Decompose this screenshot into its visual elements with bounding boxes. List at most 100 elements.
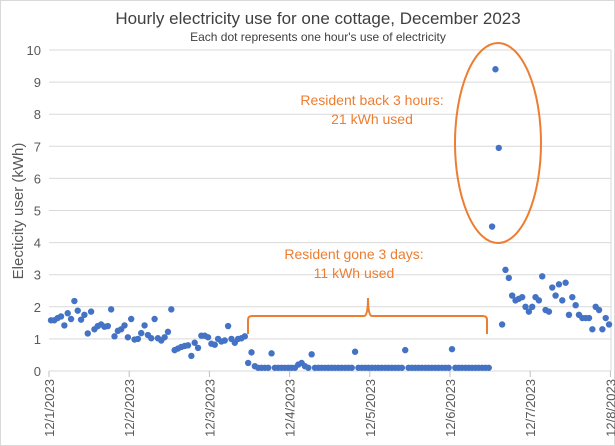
data-point — [184, 342, 192, 349]
y-tick-label: 5 — [34, 204, 41, 219]
y-tick-label: 9 — [34, 75, 41, 90]
y-tick-label: 1 — [34, 332, 41, 347]
chart-title: Hourly electricity use for one cottage, … — [115, 9, 520, 28]
data-point — [552, 292, 559, 299]
data-point — [265, 364, 272, 371]
data-point — [241, 333, 249, 340]
spike-ellipse-annotation — [454, 42, 542, 244]
data-point — [128, 315, 135, 323]
data-point — [508, 292, 516, 299]
data-point — [402, 346, 409, 354]
data-point — [351, 348, 359, 355]
data-point — [138, 329, 145, 337]
data-point — [492, 66, 499, 73]
data-point — [549, 284, 556, 291]
data-point — [87, 308, 95, 315]
data-point — [605, 321, 613, 328]
data-point — [124, 334, 132, 341]
data-point — [539, 273, 546, 280]
data-point — [562, 279, 569, 286]
data-point — [445, 364, 452, 371]
data-point — [248, 349, 255, 356]
data-point — [74, 307, 81, 314]
data-point — [555, 281, 563, 288]
chart-subtitle: Each dot represents one hour's use of el… — [190, 30, 446, 44]
data-point — [585, 314, 593, 322]
data-point — [559, 297, 566, 304]
x-tick-label: 12/1/2023 — [42, 379, 57, 437]
x-tick-label: 12/3/2023 — [202, 379, 217, 437]
data-point — [525, 308, 533, 315]
data-point — [111, 333, 118, 340]
y-tick-label: 2 — [34, 300, 41, 315]
data-point — [71, 297, 78, 305]
data-point — [148, 335, 155, 342]
data-point — [67, 315, 75, 323]
data-point — [191, 339, 198, 346]
y-tick-label: 6 — [34, 171, 41, 186]
data-point — [168, 306, 175, 313]
data-point — [121, 322, 128, 329]
data-point — [565, 311, 573, 319]
annotation-gone-line1: Resident gone 3 days: — [284, 246, 423, 262]
data-point — [211, 341, 218, 348]
data-point — [569, 293, 576, 301]
data-point — [305, 364, 312, 371]
data-point — [134, 335, 142, 343]
data-point — [107, 306, 115, 313]
data-point — [268, 350, 275, 357]
data-point — [518, 293, 526, 301]
annotation-back-line2: 21 kWh used — [331, 111, 413, 127]
data-point — [448, 345, 456, 353]
data-point — [488, 223, 496, 230]
data-point — [84, 330, 91, 337]
data-point — [572, 301, 579, 309]
data-point — [81, 311, 88, 319]
y-tick-label: 4 — [34, 236, 41, 251]
data-point — [151, 315, 158, 323]
data-point — [61, 322, 68, 329]
data-point — [485, 364, 492, 371]
x-tick-label: 12/8/2023 — [603, 379, 615, 437]
y-tick-label: 8 — [34, 107, 41, 122]
data-point — [602, 314, 609, 322]
y-axis-label: Electicity user (kWh) — [10, 143, 27, 280]
data-point — [77, 316, 85, 323]
data-point — [224, 322, 232, 330]
data-point — [221, 337, 228, 344]
data-point — [204, 334, 212, 341]
x-tick-label: 12/6/2023 — [443, 379, 458, 437]
data-point — [64, 310, 71, 317]
data-point — [244, 359, 252, 367]
data-point — [505, 274, 513, 282]
x-tick-label: 12/2/2023 — [122, 379, 137, 437]
data-point — [194, 344, 202, 352]
data-point — [164, 328, 172, 336]
y-tick-label: 7 — [34, 139, 41, 154]
data-point — [522, 303, 529, 310]
x-tick-label: 12/4/2023 — [283, 379, 298, 437]
y-tick-label: 0 — [34, 364, 41, 379]
data-point — [161, 334, 168, 341]
y-tick-label: 3 — [34, 268, 41, 283]
data-point — [495, 144, 502, 152]
annotation-back-line1: Resident back 3 hours: — [300, 92, 443, 108]
data-point — [188, 352, 195, 360]
data-point — [599, 326, 606, 333]
annotation-gone-line2: 11 kWh used — [314, 265, 395, 281]
data-point — [589, 326, 596, 333]
data-point — [308, 351, 315, 358]
data-point — [57, 313, 65, 320]
data-point — [141, 322, 148, 329]
data-point — [104, 322, 112, 330]
gone-period-brace — [247, 297, 488, 334]
data-point — [529, 303, 536, 310]
data-point — [502, 266, 509, 274]
data-point — [348, 364, 355, 371]
y-tick-label: 10 — [27, 43, 41, 58]
data-point — [545, 308, 553, 315]
data-point — [398, 364, 406, 371]
data-point — [595, 306, 603, 314]
